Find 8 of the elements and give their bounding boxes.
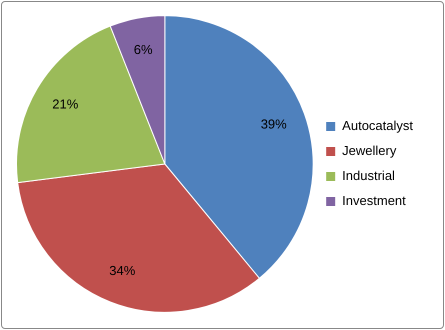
data-label: 34% [109,263,136,278]
legend-label: Autocatalyst [342,118,414,134]
data-label: 39% [260,116,288,132]
legend-label: Industrial [342,168,396,184]
data-label: 6% [134,42,153,57]
data-label: 21% [52,96,79,112]
legend-label: Jewellery [342,143,397,158]
legend-label: Investment [342,193,406,208]
